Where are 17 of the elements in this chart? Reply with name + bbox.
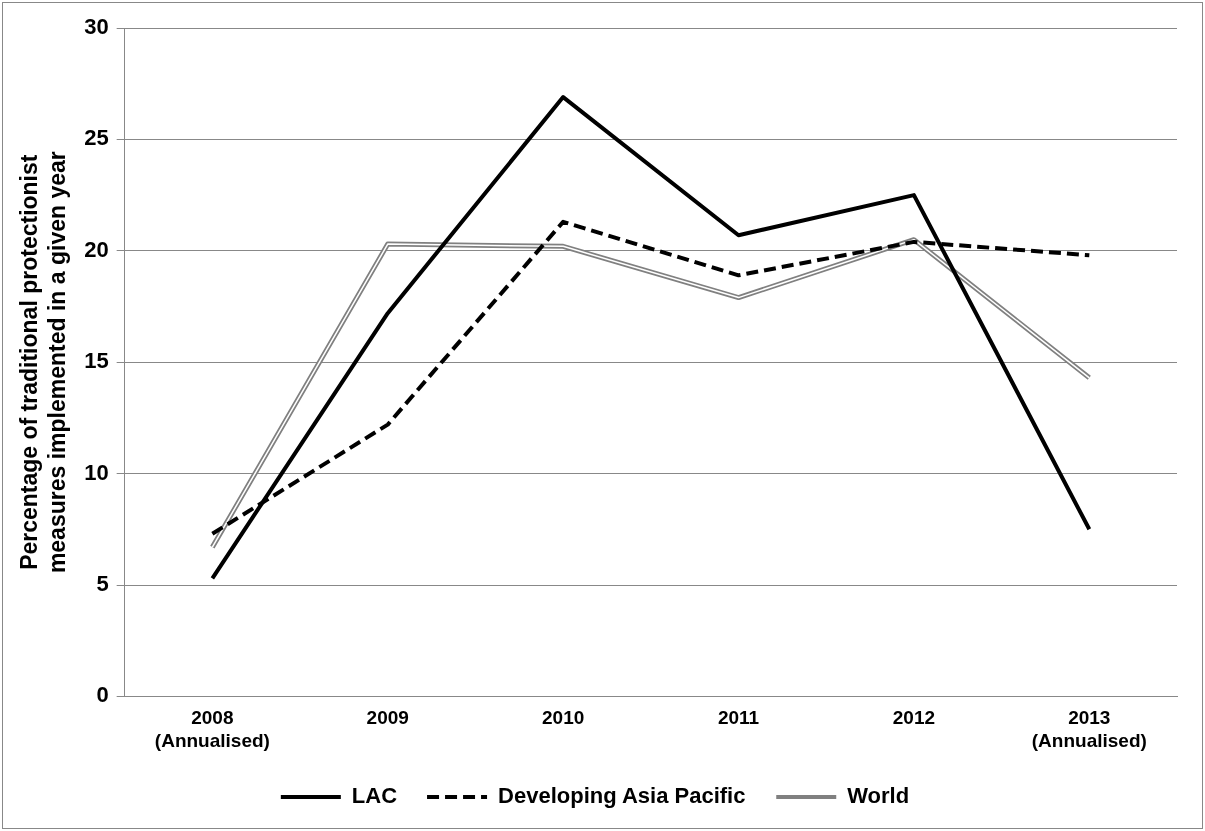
y-tick-label: 15 — [84, 348, 109, 374]
x-tick-label: 2011 — [717, 707, 760, 729]
x-tick-label: 2010 — [542, 707, 585, 729]
x-tick-label: 2009 — [366, 707, 409, 729]
y-tick-label: 0 — [96, 682, 109, 708]
legend-label: World — [847, 783, 910, 809]
legend-label: LAC — [351, 783, 398, 809]
y-tick-label: 25 — [84, 125, 109, 151]
y-tick-label: 20 — [84, 236, 109, 262]
y-tick-label: 5 — [96, 571, 109, 597]
x-tick-label: 2012 — [892, 707, 936, 729]
y-tick-label: 10 — [84, 459, 109, 485]
y-axis-title: Percentage of traditional protectionist measures implemented in a given year — [16, 151, 70, 574]
x-tick-label: 2013 (Annualised) — [1031, 707, 1147, 751]
x-tick-label: 2008 (Annualised) — [154, 707, 270, 751]
y-tick-label: 30 — [84, 14, 109, 40]
legend-label: Developing Asia Pacific — [498, 783, 746, 809]
